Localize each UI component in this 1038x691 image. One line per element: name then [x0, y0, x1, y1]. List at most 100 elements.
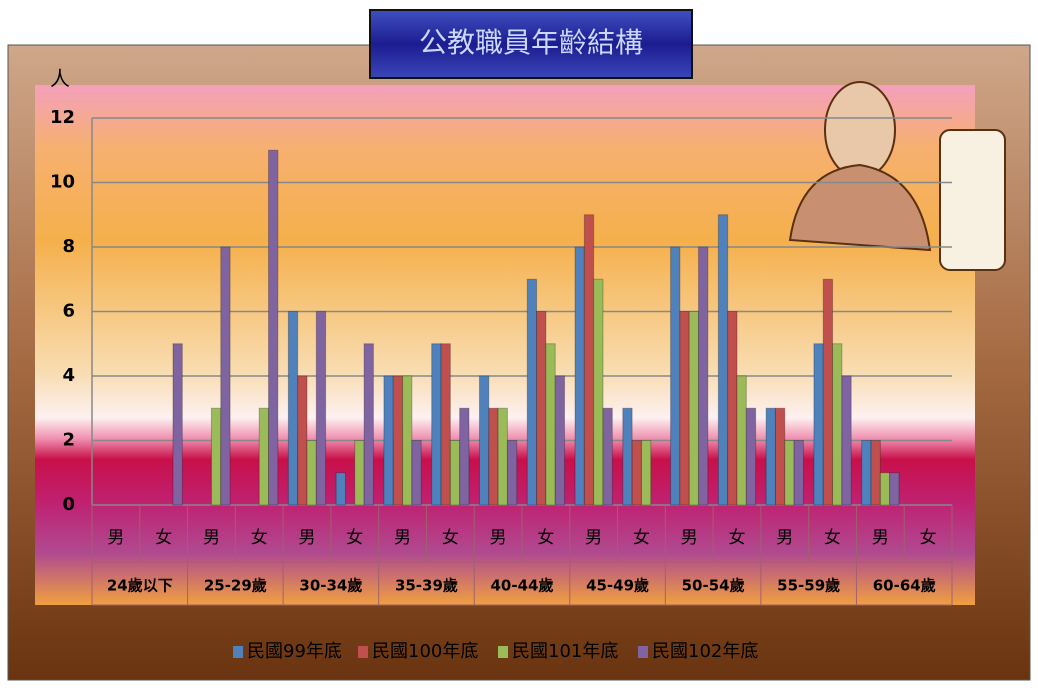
y-tick-label: 10 [50, 172, 75, 193]
bar [335, 472, 346, 506]
bar [459, 407, 470, 506]
x-tick-label: 男 [203, 528, 220, 548]
group-label: 45-49歲 [586, 577, 649, 595]
x-tick-label: 男 [107, 528, 124, 548]
y-tick-label: 0 [62, 494, 75, 515]
x-tick-label: 女 [729, 528, 746, 548]
bar [536, 311, 547, 506]
x-tick-label: 女 [251, 528, 268, 548]
y-tick-label: 2 [62, 430, 75, 451]
group-label: 50-54歲 [682, 577, 745, 595]
bar [727, 311, 738, 506]
bar [717, 214, 729, 506]
bar [602, 407, 613, 506]
x-tick-label: 男 [299, 528, 316, 548]
bar [832, 343, 843, 506]
bar [813, 343, 824, 506]
bar [449, 440, 461, 506]
legend-swatch [233, 646, 243, 658]
bar [774, 407, 786, 506]
y-tick-label: 8 [62, 236, 75, 257]
x-tick-label: 女 [537, 528, 554, 548]
x-tick-label: 女 [633, 528, 650, 548]
clip-art [788, 81, 1006, 271]
bar [506, 440, 518, 506]
bar [220, 246, 231, 506]
x-tick-label: 女 [346, 528, 363, 548]
bar [402, 375, 413, 506]
group-label: 25-29歲 [204, 577, 267, 595]
bar [861, 440, 872, 506]
bar [488, 407, 499, 506]
bar [268, 149, 279, 506]
bar [574, 246, 585, 506]
bar [392, 375, 404, 506]
bar [497, 407, 508, 506]
bar [698, 246, 709, 506]
legend-label: 民國101年底 [512, 641, 618, 662]
chart-title: 公教職員年齡結構 [419, 26, 643, 59]
title-box [369, 9, 693, 79]
bar [841, 375, 852, 506]
bar [631, 440, 642, 506]
bar [793, 440, 804, 506]
bar [478, 375, 490, 506]
group-label: 40-44歲 [491, 577, 554, 595]
y-tick-label: 4 [62, 365, 75, 386]
y-axis-label: 人 [50, 67, 70, 91]
group-label: 30-34歲 [299, 577, 362, 595]
x-tick-label: 男 [394, 528, 411, 548]
bar [879, 472, 891, 506]
bar [554, 375, 566, 506]
bar [670, 246, 681, 506]
bar [822, 278, 834, 506]
group-label: 24歲以下 [107, 577, 173, 595]
bar [679, 311, 690, 506]
bar [258, 407, 270, 506]
bar [210, 407, 222, 506]
bar [440, 343, 451, 506]
bar [736, 375, 747, 506]
x-tick-label: 女 [155, 528, 172, 548]
bar [315, 311, 327, 506]
x-tick-label: 男 [776, 528, 793, 548]
bar [354, 440, 365, 506]
bar [297, 375, 308, 506]
x-tick-label: 男 [872, 528, 889, 548]
bar [411, 440, 422, 506]
legend-label: 民國99年底 [247, 641, 342, 662]
bar [287, 311, 299, 506]
bar [526, 278, 538, 506]
bar [745, 407, 757, 506]
legend-label: 民國102年底 [652, 641, 758, 662]
bar [765, 407, 776, 506]
bar [306, 440, 317, 506]
bar [622, 407, 633, 506]
y-tick-label: 6 [62, 301, 75, 322]
legend-label: 民國100年底 [372, 641, 478, 662]
group-label: 55-59歲 [777, 577, 840, 595]
x-tick-label: 女 [824, 528, 841, 548]
x-tick-label: 男 [585, 528, 602, 548]
bar [640, 440, 652, 506]
bar [593, 278, 604, 506]
x-tick-label: 女 [920, 528, 937, 548]
bar [545, 343, 556, 506]
bar [383, 375, 394, 506]
bar [583, 214, 595, 506]
bar [172, 343, 183, 506]
bar [688, 311, 700, 506]
legend-swatch [498, 646, 508, 658]
x-tick-label: 女 [442, 528, 459, 548]
bar [363, 343, 374, 506]
y-tick-label: 12 [50, 107, 75, 128]
legend-swatch [358, 646, 368, 658]
bar [784, 440, 795, 506]
x-tick-label: 男 [490, 528, 507, 548]
bar [431, 343, 442, 506]
x-tick-label: 男 [681, 528, 698, 548]
bar [889, 472, 900, 506]
legend-swatch [638, 646, 648, 658]
